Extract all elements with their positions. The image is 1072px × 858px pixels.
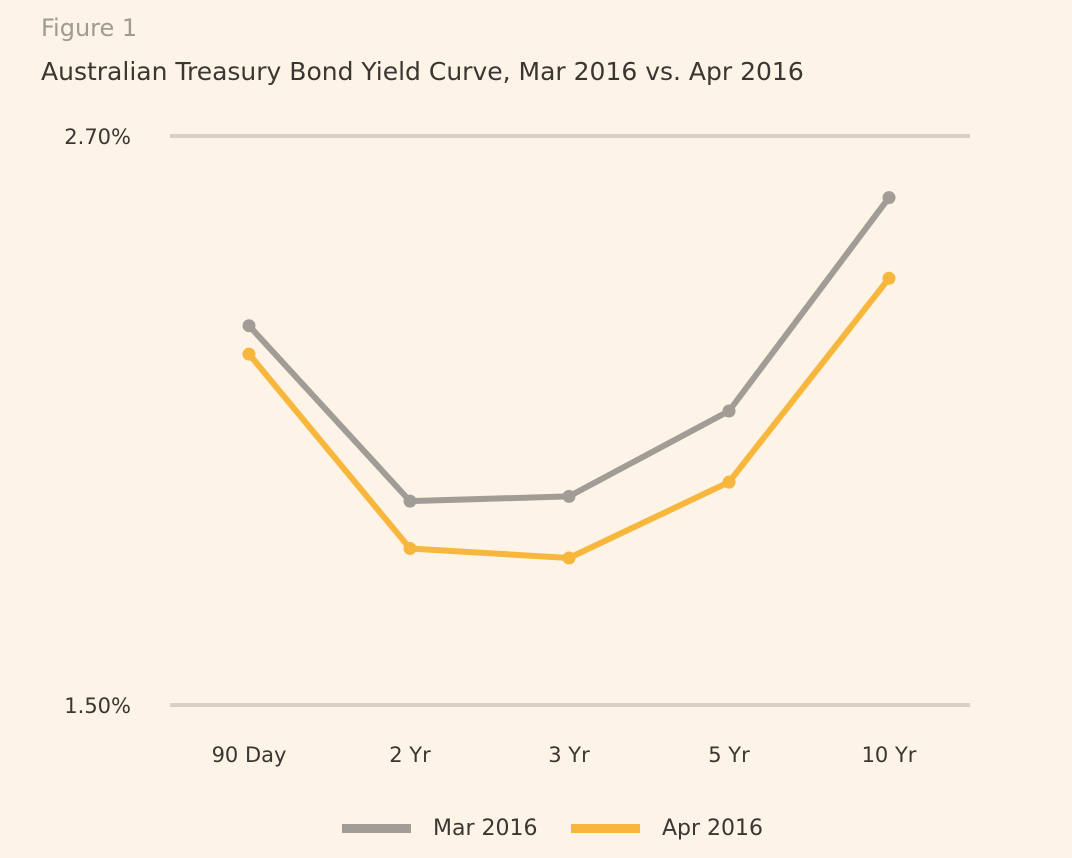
series-line-mar-2016 [246, 194, 892, 505]
data-point-mar-2016 [562, 489, 576, 503]
data-point-apr-2016 [242, 347, 256, 361]
x-tick-label: 3 Yr [548, 743, 590, 767]
legend-label-mar-2016: Mar 2016 [433, 816, 538, 841]
figure-label: Figure 1 [41, 14, 138, 42]
legend-item-mar-2016: Mar 2016 [342, 816, 538, 841]
chart-title: Australian Treasury Bond Yield Curve, Ma… [41, 57, 804, 86]
data-point-apr-2016 [562, 551, 576, 565]
x-tick-label: 2 Yr [389, 743, 431, 767]
x-tick-label: 90 Day [212, 743, 287, 767]
x-tick-label: 10 Yr [862, 743, 917, 767]
legend-item-apr-2016: Apr 2016 [571, 816, 763, 841]
legend-label-apr-2016: Apr 2016 [662, 816, 764, 841]
y-tick-label: 2.70% [64, 125, 131, 149]
data-point-apr-2016 [882, 271, 896, 285]
y-tick-label: 1.50% [64, 694, 131, 718]
legend: Mar 2016 Apr 2016 [0, 816, 1072, 850]
yield-curve-chart: 2.70% 1.50% 90 Day 2 Yr 3 Yr 5 Yr 10 Yr [64, 125, 970, 767]
x-tick-label: 5 Yr [708, 743, 750, 767]
data-point-mar-2016 [403, 494, 417, 508]
data-point-apr-2016 [722, 475, 736, 489]
data-point-mar-2016 [882, 191, 896, 205]
data-point-mar-2016 [722, 404, 736, 418]
legend-swatch-mar-2016 [342, 824, 411, 833]
legend-swatch-apr-2016 [571, 824, 640, 833]
data-point-apr-2016 [403, 542, 417, 555]
series-line-apr-2016 [246, 275, 892, 561]
data-point-mar-2016 [242, 319, 256, 333]
